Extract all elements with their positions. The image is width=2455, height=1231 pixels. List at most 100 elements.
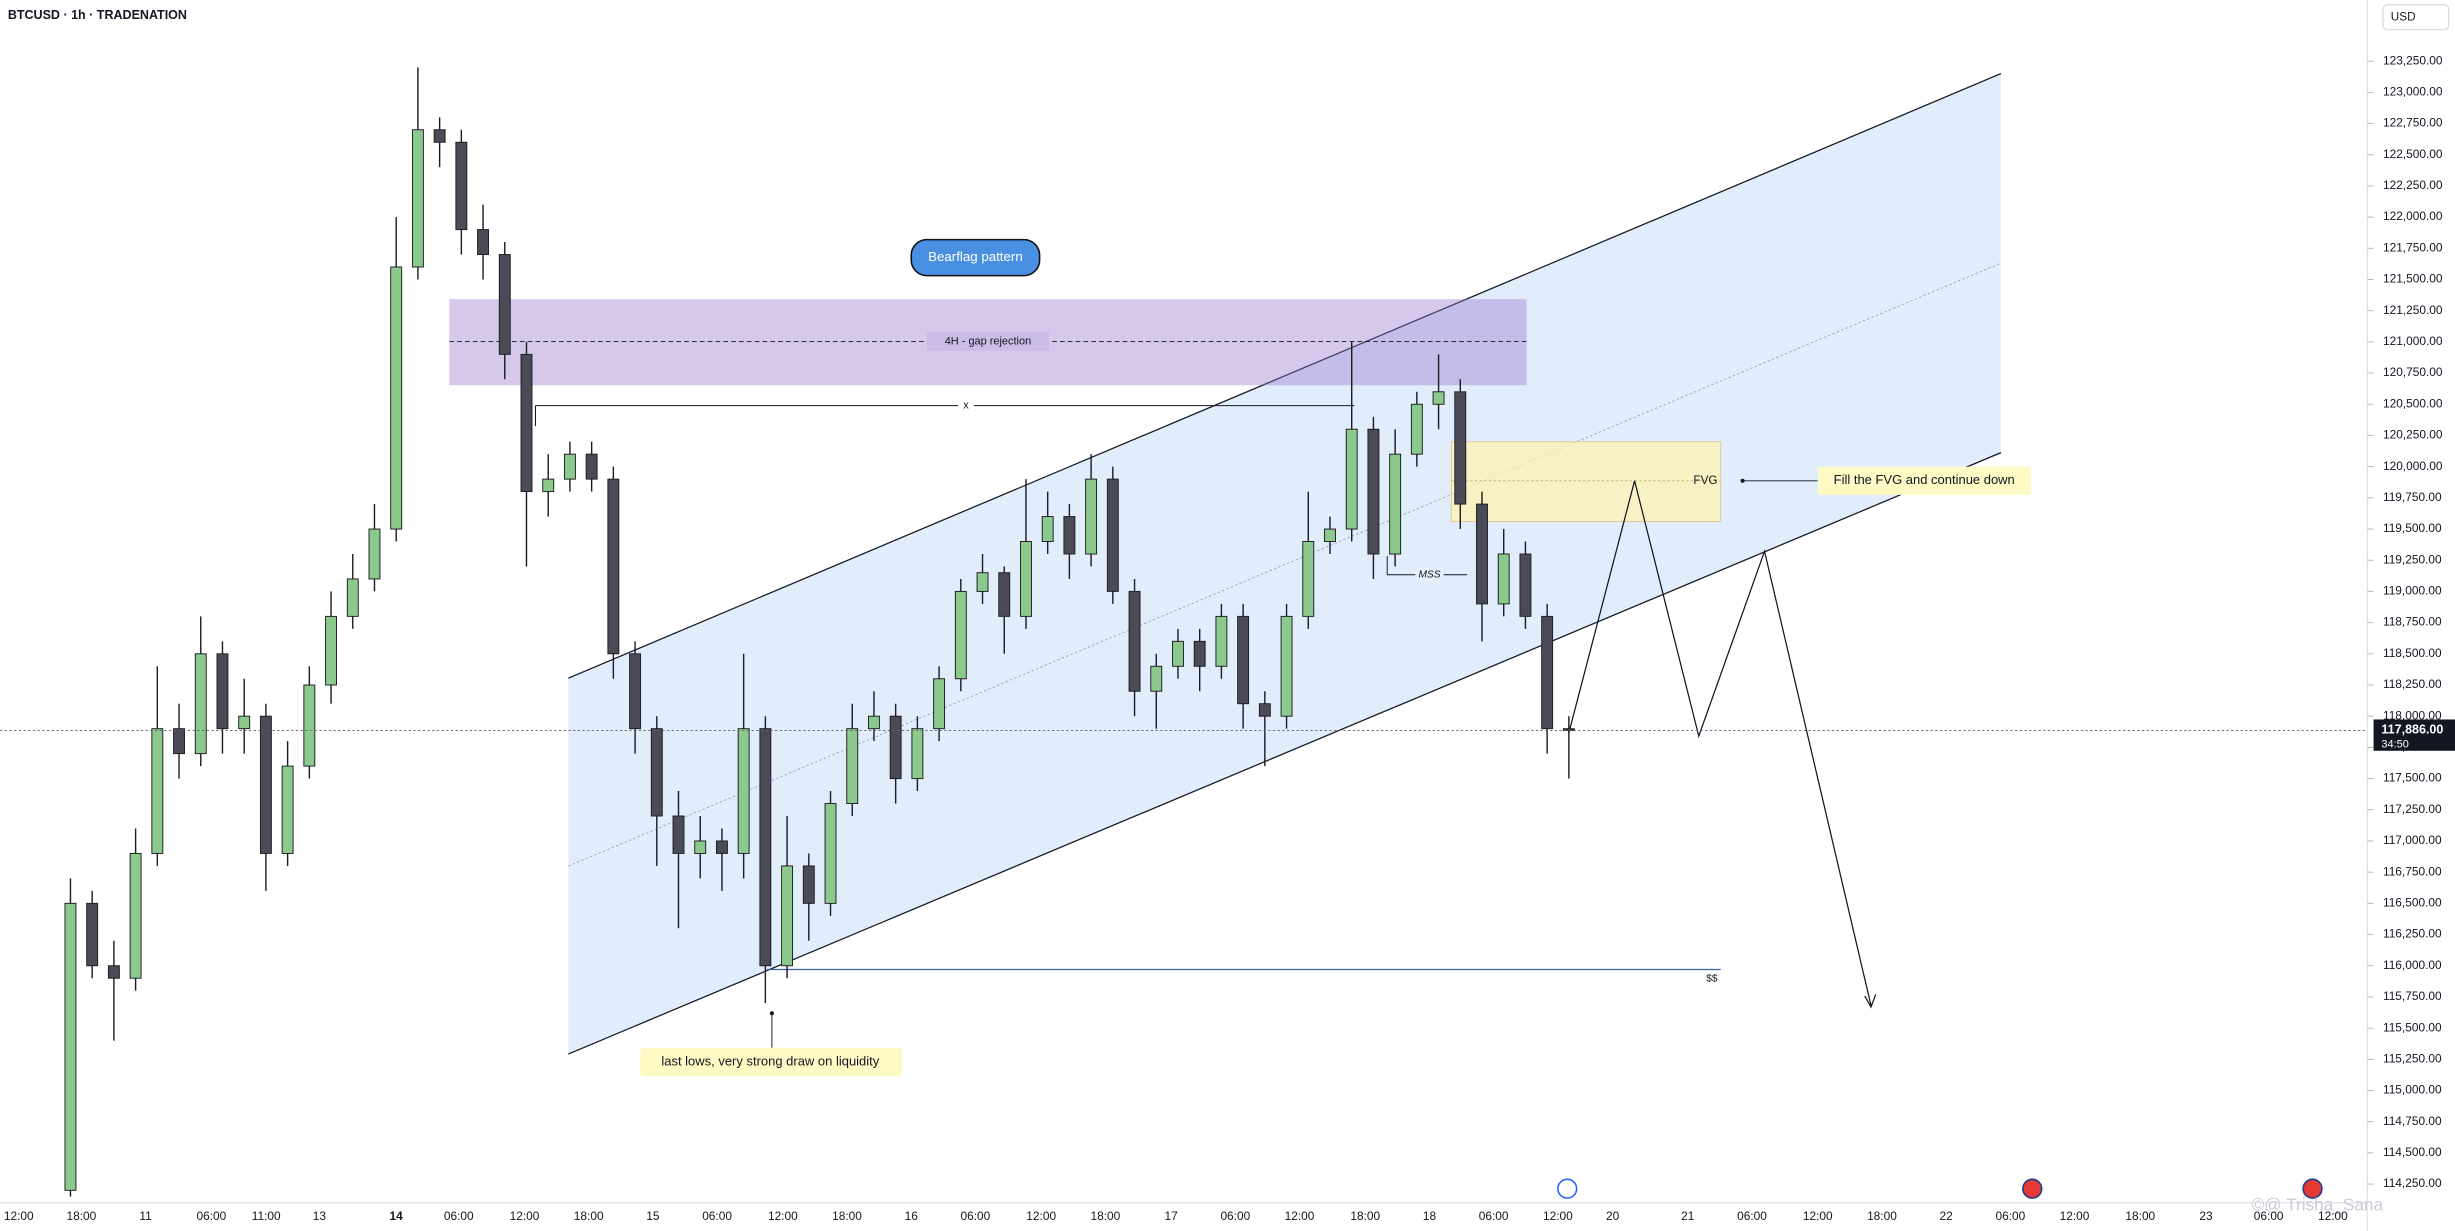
y-tick-label: 119,750.00: [2383, 490, 2442, 504]
candle-body: [1410, 403, 1423, 455]
flag-icon[interactable]: [2022, 1178, 2043, 1199]
y-tick-label: 115,000.00: [2383, 1083, 2442, 1097]
candle-body: [477, 229, 490, 256]
y-tick-label: 117,500.00: [2383, 771, 2442, 785]
candle-body: [1389, 453, 1402, 555]
y-tick-label: 119,500.00: [2383, 521, 2442, 535]
candle-body: [629, 653, 642, 730]
fill-dot: [1740, 478, 1745, 483]
candle-body: [976, 572, 989, 592]
candle-body: [1085, 478, 1098, 555]
channel-mid: [568, 262, 2002, 867]
candle-body: [238, 715, 251, 730]
x-tick-label: 18:00: [1350, 1209, 1380, 1223]
candle-body: [1476, 503, 1488, 605]
x-tick-label: 18:00: [574, 1209, 604, 1223]
x-tick-label: 18:00: [1867, 1209, 1897, 1223]
x-tick-label: 06:00: [1479, 1209, 1509, 1223]
x-label-bg: [958, 397, 974, 414]
y-tick-label: 116,750.00: [2383, 864, 2442, 878]
mss-label: MSS: [1418, 569, 1440, 580]
candle-body: [129, 852, 142, 979]
candle-body: [846, 728, 859, 805]
x-tick-label: 18:00: [67, 1209, 97, 1223]
liquidity-label: $$: [1706, 974, 1718, 985]
candle-body: [650, 728, 663, 817]
channel: [568, 73, 2001, 1055]
x-tick-label: 06:00: [702, 1209, 732, 1223]
candle-body: [1193, 640, 1206, 667]
event-icon[interactable]: [1557, 1178, 1578, 1199]
projection-path: [1568, 480, 1872, 1006]
candle-body: [411, 129, 424, 268]
gap-label-bg: [926, 332, 1050, 351]
x-tick-label: 06:00: [444, 1209, 474, 1223]
candle-body: [455, 141, 468, 231]
x-tick-label: 06:00: [2254, 1209, 2284, 1223]
lows-dot: [769, 1011, 774, 1016]
x-tick-label: 23: [2199, 1209, 2213, 1223]
x-tick-label: 18: [1423, 1209, 1437, 1223]
y-tick-label: 114,500.00: [2383, 1145, 2442, 1159]
candle-body: [889, 715, 902, 780]
x-tick-label: 14: [390, 1209, 404, 1223]
x-tick-label: 12:00: [1285, 1209, 1315, 1223]
gap-label: 4H - gap rejection: [945, 335, 1031, 347]
y-tick-label: 118,750.00: [2383, 615, 2442, 629]
candle-body: [1280, 615, 1293, 717]
candle-body: [1519, 553, 1532, 617]
x-tick-label: 22: [1940, 1209, 1954, 1223]
candle-body: [585, 453, 598, 480]
fvg-label: FVG: [1693, 474, 1717, 487]
y-tick-label: 120,250.00: [2383, 428, 2443, 442]
chart-title: BTCUSD · 1h · TRADENATION: [8, 8, 187, 22]
candle-body: [1367, 428, 1380, 555]
x-tick-label: 12:00: [1026, 1209, 1056, 1223]
y-tick-label: 116,000.00: [2383, 958, 2442, 972]
fvg-box: [1450, 441, 1722, 523]
candle-body: [194, 653, 207, 755]
candle-body: [1128, 590, 1141, 692]
candle-body: [911, 728, 924, 780]
candle-body: [542, 478, 555, 493]
candle-body: [824, 803, 837, 904]
candle-body: [346, 578, 359, 617]
y-tick-label: 121,250.00: [2383, 303, 2443, 317]
candle-body: [1324, 528, 1336, 542]
y-tick-label: 115,250.00: [2383, 1051, 2442, 1065]
x-tick-label: 12:00: [1543, 1209, 1573, 1223]
candle-body: [520, 353, 533, 493]
candle-body: [259, 715, 272, 854]
y-tick-label: 117,000.00: [2383, 833, 2442, 847]
flag-icon[interactable]: [2302, 1178, 2323, 1199]
y-tick-label: 120,500.00: [2383, 396, 2443, 410]
projection-arrowhead: [1864, 994, 1877, 1009]
y-tick-label: 121,000.00: [2383, 334, 2443, 348]
x-tick-label: 12:00: [2318, 1209, 2348, 1223]
currency-button[interactable]: [2382, 4, 2450, 31]
candle-body: [607, 478, 620, 655]
x-tick-label: 06:00: [961, 1209, 991, 1223]
candle-body: [802, 865, 815, 904]
candle-body: [281, 765, 294, 854]
last-price-box: [2373, 719, 2455, 751]
y-tick-label: 114,750.00: [2383, 1114, 2442, 1128]
bearflag-badge: [910, 238, 1041, 277]
x-tick-label: 21: [1681, 1209, 1695, 1223]
x-tick-label: 12:00: [2060, 1209, 2090, 1223]
candle-body: [368, 528, 381, 580]
candle-body: [1432, 391, 1445, 405]
x-tick-label: 06:00: [196, 1209, 226, 1223]
y-tick-label: 118,250.00: [2383, 677, 2442, 691]
candle-body: [1063, 516, 1076, 555]
candle-body: [737, 728, 750, 854]
y-tick-label: 120,750.00: [2383, 365, 2443, 379]
candle-body: [1020, 541, 1032, 617]
y-tick-label: 122,250.00: [2383, 178, 2443, 192]
y-tick-label: 118,000.00: [2383, 708, 2442, 722]
channel-bottom: [568, 452, 2002, 1055]
lows-label: last lows, very strong draw on liquidity: [661, 1053, 879, 1068]
x-tick-label: 11:00: [252, 1209, 281, 1223]
candle-body: [1150, 665, 1163, 692]
